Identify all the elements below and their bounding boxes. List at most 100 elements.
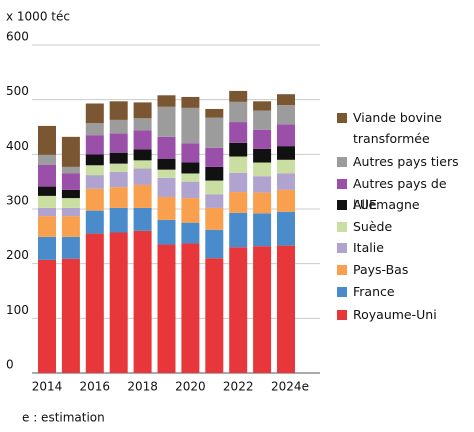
bar-segment (61, 189, 80, 199)
legend-label: Pays-Bas (353, 262, 409, 277)
bar-segment (133, 130, 152, 150)
bar-segment (61, 198, 80, 208)
bar-segment (61, 236, 80, 259)
bar-segment (133, 160, 152, 169)
bar-segment (181, 173, 200, 182)
bar-segment (253, 148, 272, 163)
bar-segment (181, 198, 200, 223)
legend-swatch (337, 243, 347, 253)
bar-segment (157, 177, 176, 197)
y-tick-label: 100 (6, 303, 29, 317)
bar-segment (277, 146, 295, 160)
x-tick-label: 2018 (127, 380, 158, 394)
x-tick-label: 2022 (223, 380, 254, 394)
bar-segment (85, 135, 104, 155)
legend-swatch (337, 113, 347, 123)
bar-segment (85, 175, 104, 189)
bar-segment (109, 101, 128, 120)
x-tick-label: 2024e (271, 380, 309, 394)
bar-segment (253, 110, 272, 130)
legend-swatch (337, 265, 347, 275)
bar-segment (157, 244, 176, 373)
bar-segment (229, 101, 248, 123)
bar-segment (205, 117, 224, 148)
legend-item: Allemagne (337, 197, 463, 215)
legend-swatch (337, 287, 347, 297)
bar-segment (277, 173, 295, 190)
y-tick-label: 600 (6, 30, 29, 44)
y-tick-label: 500 (6, 84, 29, 98)
bar-segment (277, 94, 295, 106)
bar-segment (277, 245, 295, 373)
bar-segment (38, 259, 56, 373)
legend-label: Autres pays tiers (353, 154, 459, 169)
legend-item: Pays-Bas (337, 262, 463, 280)
bar-segment (133, 118, 152, 131)
bar-segment (181, 107, 200, 144)
legend-swatch (337, 200, 347, 210)
legend-item: Autres pays de l'UE (337, 176, 463, 215)
bar-segment (157, 95, 176, 107)
bar-segment (61, 216, 80, 237)
bar-segment (277, 105, 295, 125)
bar-segment (109, 232, 128, 373)
footnote: e : estimation (22, 411, 105, 425)
legend-swatch (337, 179, 347, 189)
bar-segment (277, 189, 295, 212)
bar-segment (109, 171, 128, 188)
legend-item: Italie (337, 240, 463, 258)
bar-segment (205, 166, 224, 181)
bar-segment (277, 211, 295, 246)
bar-segment (181, 181, 200, 199)
bar-segment (133, 168, 152, 185)
legend-item: Autres pays tiers (337, 154, 463, 172)
bar-segment (61, 258, 80, 373)
legend-label: Autres pays de l'UE (353, 176, 447, 212)
bar-segment (229, 172, 248, 193)
bar-segment (181, 143, 200, 163)
legend-swatch (337, 222, 347, 232)
bar-segment (85, 233, 104, 373)
legend-label: France (353, 284, 395, 299)
bar-segment (205, 229, 224, 259)
bar-segment (157, 196, 176, 220)
bar-segment (181, 96, 200, 108)
bar-segment (133, 102, 152, 119)
bar-segment (38, 164, 56, 187)
legend-item: Viande bovine transformée (337, 110, 463, 149)
y-tick-label: 200 (6, 248, 29, 262)
bar-segment (85, 103, 104, 124)
bar-segment (253, 213, 272, 247)
bar-segment (61, 166, 80, 174)
bar-segment (229, 156, 248, 173)
bar-segment (133, 149, 152, 161)
bar-segment (229, 122, 248, 143)
bar-segment (205, 180, 224, 195)
legend-label: Italie (353, 240, 384, 255)
bar-segment (38, 125, 56, 155)
x-tick-label: 2016 (80, 380, 111, 394)
bar-segment (38, 186, 56, 196)
bar-segment (133, 207, 152, 231)
bar-segment (85, 165, 104, 176)
bar-segment (229, 90, 248, 102)
bar-segment (205, 207, 224, 230)
bar-segment (157, 158, 176, 170)
bar-segment (229, 142, 248, 157)
y-tick-label: 300 (6, 194, 29, 208)
bar-segment (38, 207, 56, 217)
bar-segment (205, 194, 224, 208)
bar-segment (157, 136, 176, 159)
bar-segment (253, 129, 272, 149)
y-axis-label: x 1000 téc (6, 10, 70, 24)
bar-segment (109, 163, 128, 172)
bar-segment (109, 187, 128, 208)
x-tick-label: 2014 (32, 380, 63, 394)
legend-swatch (337, 310, 347, 320)
bar-segment (38, 216, 56, 237)
y-tick-label: 0 (6, 358, 14, 372)
bar-segment (38, 154, 56, 165)
bar-segment (157, 169, 176, 178)
bar-segment (157, 106, 176, 137)
